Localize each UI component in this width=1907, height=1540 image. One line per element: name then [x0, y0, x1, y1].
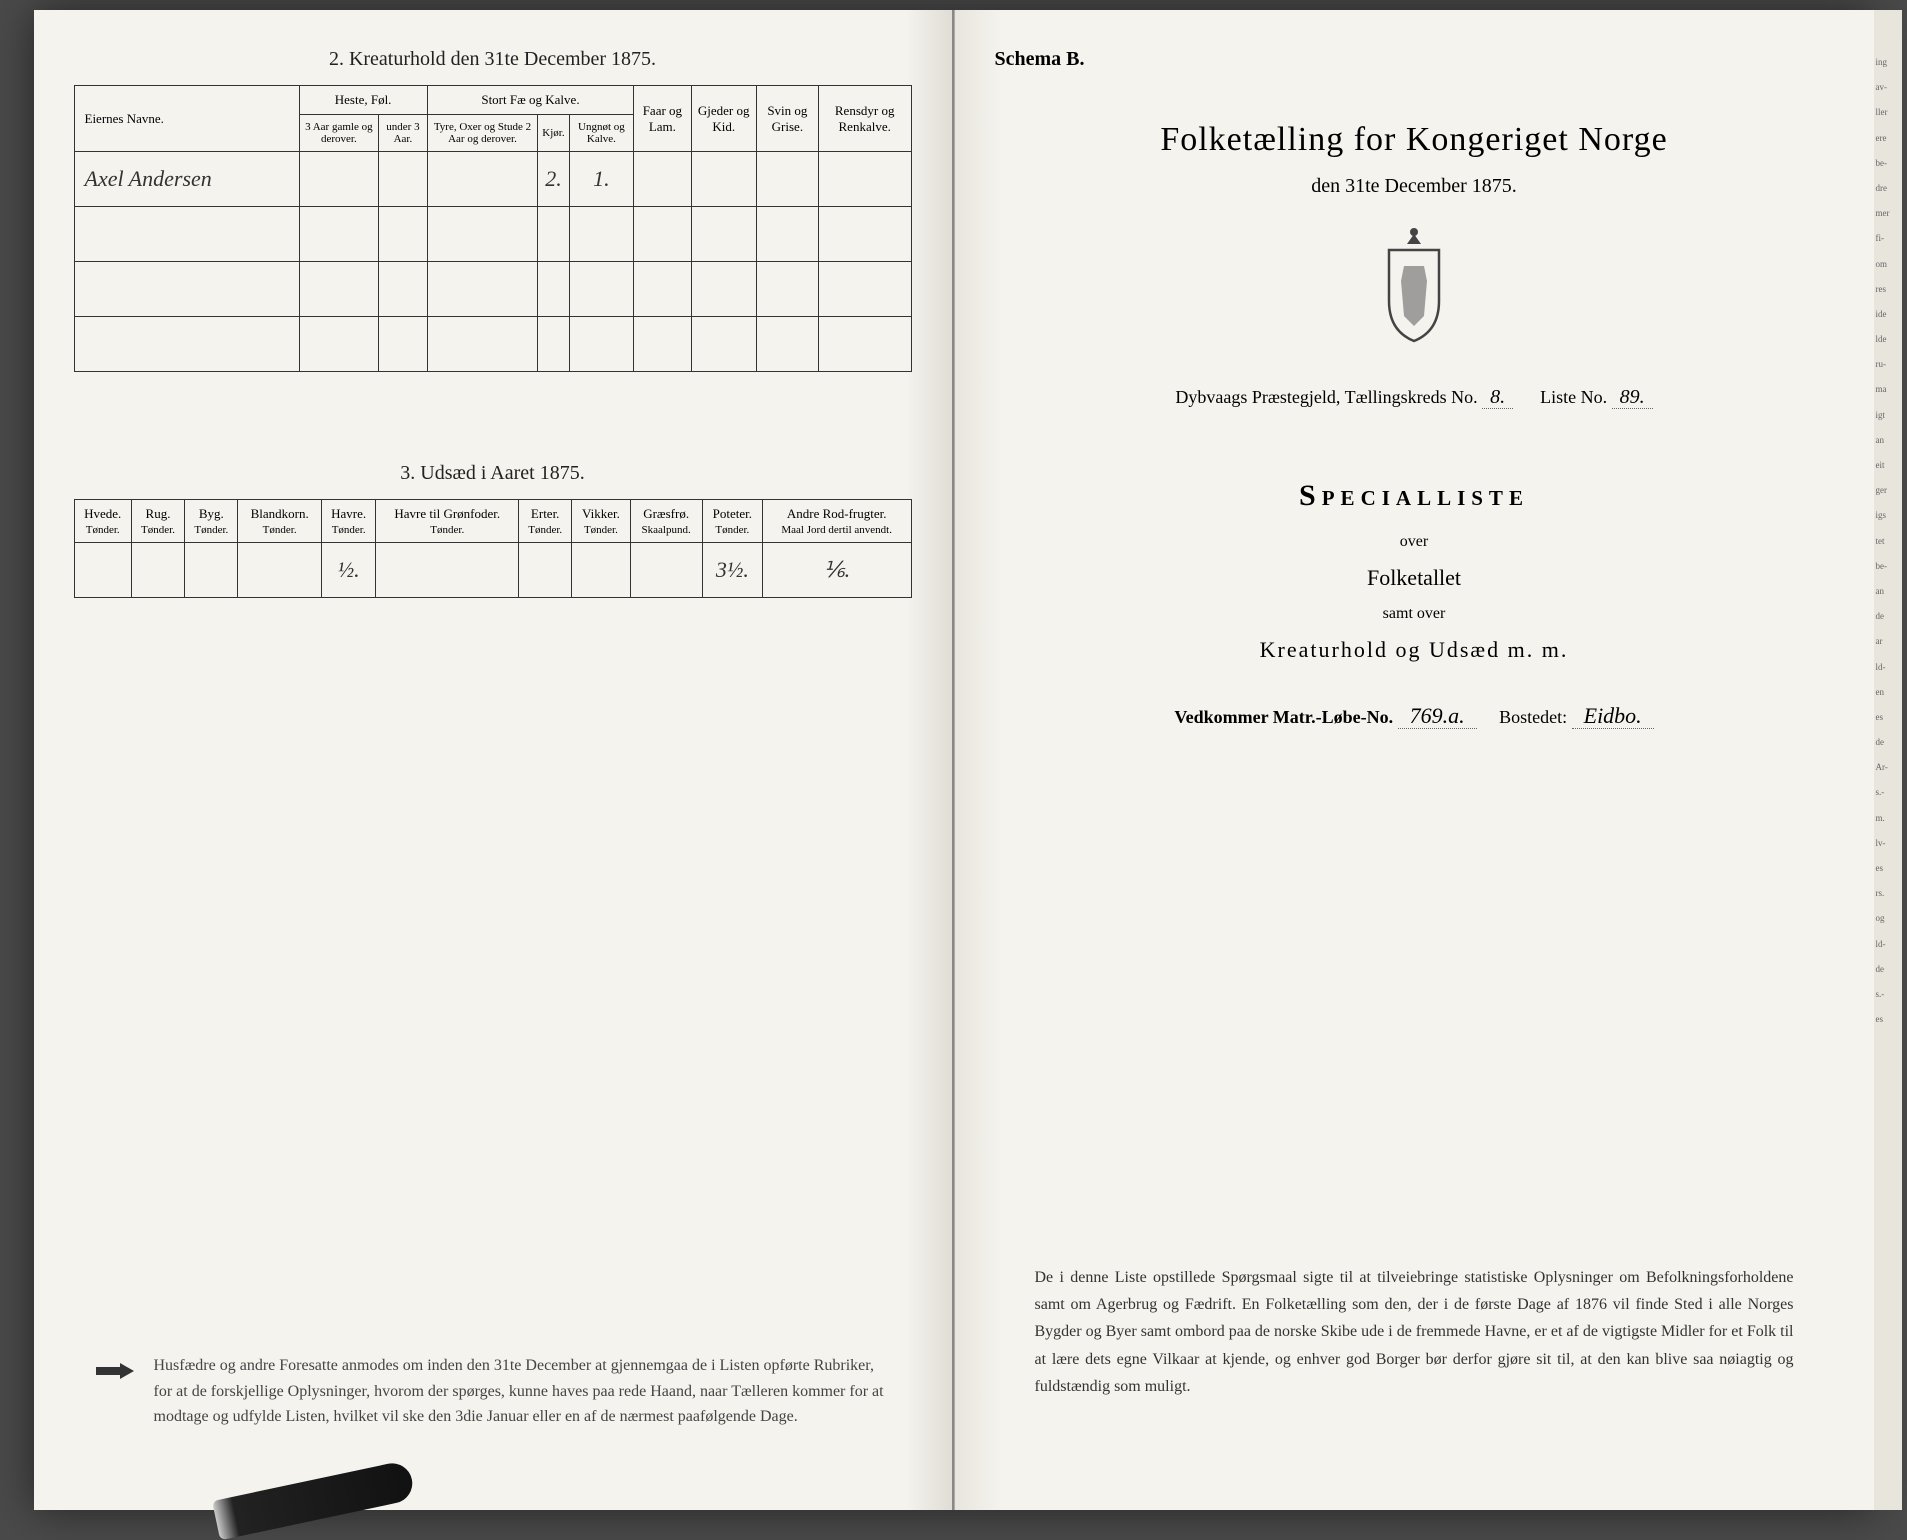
col-svin: Svin og Grise. — [756, 86, 818, 152]
matr-line: Vedkommer Matr.-Løbe-No. 769.a. Bostedet… — [995, 703, 1834, 729]
parish-no: 8. — [1482, 386, 1513, 409]
col-owner: Eiernes Navne. — [74, 86, 299, 152]
left-page: 2. Kreaturhold den 31te December 1875. E… — [34, 10, 954, 1510]
section2-title: 2. Kreaturhold den 31te December 1875. — [74, 48, 912, 71]
sub-title: den 31te December 1875. — [995, 175, 1834, 198]
footer-note: Husfædre og andre Foresatte anmodes om i… — [94, 1353, 892, 1430]
page-edge-text: ingav-llererebe-dremerfi-omresidelderu-m… — [1874, 10, 1902, 1510]
section3-title: 3. Udsæd i Aaret 1875. — [74, 462, 912, 485]
footer-text: Husfædre og andre Foresatte anmodes om i… — [154, 1353, 892, 1430]
bosted-value: Eidbo. — [1572, 703, 1654, 729]
liste-no: 89. — [1612, 386, 1653, 409]
livestock-table: Eiernes Navne. Heste, Føl. Stort Fæ og K… — [74, 85, 912, 372]
table-row — [74, 317, 911, 372]
col-vikker: Vikker.Tønder. — [572, 500, 630, 543]
table-row — [74, 262, 911, 317]
liste-label: Liste No. — [1540, 387, 1607, 407]
right-page: Schema B. Folketælling for Kongeriget No… — [954, 10, 1874, 1510]
spec-over1: over — [995, 533, 1834, 551]
parish-line: Dybvaags Præstegjeld, Tællingskreds No. … — [995, 386, 1834, 409]
col-faar: Faar og Lam. — [634, 86, 691, 152]
parish-label: Dybvaags Præstegjeld, Tællingskreds No. — [1175, 387, 1477, 407]
seed-table: Hvede.Tønder. Rug.Tønder. Byg.Tønder. Bl… — [74, 499, 912, 598]
table-row: Axel Andersen 2. 1. — [74, 152, 911, 207]
col-rensdyr: Rensdyr og Renkalve. — [818, 86, 911, 152]
coat-of-arms-icon — [1369, 226, 1459, 346]
main-title: Folketælling for Kongeriget Norge — [995, 121, 1834, 159]
sub-stort1: Tyre, Oxer og Stude 2 Aar og derover. — [427, 115, 538, 152]
sub-heste1: 3 Aar gamle og derover. — [299, 115, 379, 152]
col-blandkorn: Blandkorn.Tønder. — [238, 500, 321, 543]
seed-row: ½. 3½. ⅙. — [74, 543, 911, 598]
pen-object — [212, 1460, 416, 1540]
seed-header-row: Hvede.Tønder. Rug.Tønder. Byg.Tønder. Bl… — [74, 500, 911, 543]
col-gjeder: Gjeder og Kid. — [691, 86, 756, 152]
spec-samt: samt over — [995, 605, 1834, 623]
col-rodfrugter: Andre Rod-frugter.Maal Jord dertil anven… — [762, 500, 911, 543]
col-poteter: Poteter.Tønder. — [702, 500, 762, 543]
matr-no: 769.a. — [1398, 703, 1477, 729]
col-havre: Havre.Tønder. — [321, 500, 376, 543]
spec-folketallet: Folketallet — [995, 565, 1834, 591]
cell-ung: 1. — [569, 152, 634, 207]
sub-heste2: under 3 Aar. — [379, 115, 427, 152]
col-rug: Rug.Tønder. — [131, 500, 184, 543]
col-erter: Erter.Tønder. — [519, 500, 572, 543]
spec-kreatur: Kreaturhold og Udsæd m. m. — [995, 637, 1834, 663]
cell-kjor: 2. — [538, 152, 569, 207]
group-stort: Stort Fæ og Kalve. — [427, 86, 634, 115]
schema-label: Schema B. — [995, 48, 1834, 71]
col-havre-gron: Havre til Grønfoder.Tønder. — [376, 500, 519, 543]
book-spread: 2. Kreaturhold den 31te December 1875. E… — [34, 10, 1874, 1510]
sub-stort2: Kjør. — [538, 115, 569, 152]
table-row — [74, 207, 911, 262]
pointing-hand-icon — [94, 1357, 138, 1385]
col-byg: Byg.Tønder. — [185, 500, 238, 543]
owner-name: Axel Andersen — [74, 152, 299, 207]
col-graesfro: Græsfrø.Skaalpund. — [630, 500, 702, 543]
col-hvede: Hvede.Tønder. — [74, 500, 131, 543]
matr-label: Vedkommer Matr.-Løbe-No. — [1174, 707, 1393, 727]
bottom-paragraph: De i denne Liste opstillede Spørgsmaal s… — [1035, 1264, 1794, 1400]
bosted-label: Bostedet: — [1499, 707, 1567, 727]
specialliste-title: Specialliste — [995, 479, 1834, 513]
sub-stort3: Ungnøt og Kalve. — [569, 115, 634, 152]
group-heste: Heste, Føl. — [299, 86, 427, 115]
